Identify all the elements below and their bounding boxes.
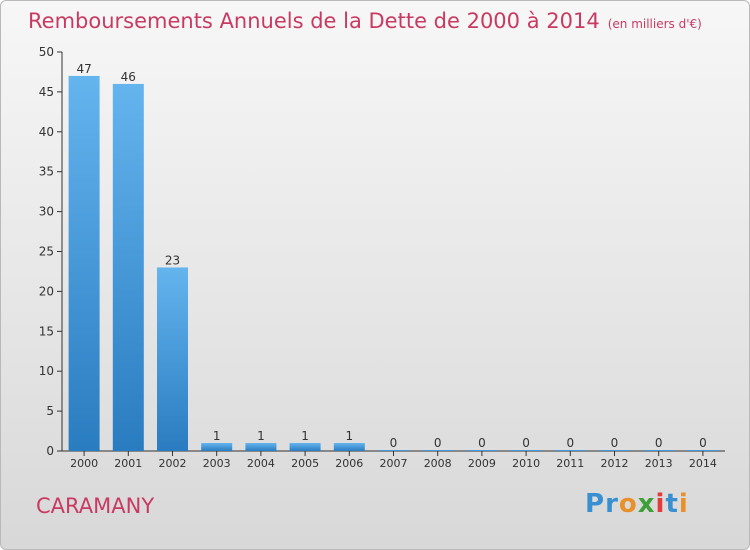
bar bbox=[378, 450, 409, 451]
x-tick-label: 2001 bbox=[114, 457, 142, 470]
x-tick-label: 2003 bbox=[203, 457, 231, 470]
x-tick-label: 2013 bbox=[645, 457, 673, 470]
y-tick-label: 45 bbox=[39, 85, 54, 99]
y-tick-label: 10 bbox=[39, 364, 54, 378]
data-label: 0 bbox=[478, 436, 486, 450]
chart-title-main: Remboursements Annuels de la Dette de 20… bbox=[28, 9, 600, 33]
data-label: 0 bbox=[390, 436, 398, 450]
bar bbox=[112, 83, 144, 452]
data-label: 46 bbox=[121, 70, 136, 84]
y-tick-label: 0 bbox=[46, 444, 54, 458]
data-label: 1 bbox=[257, 429, 265, 443]
data-label: 1 bbox=[301, 429, 309, 443]
data-label: 23 bbox=[165, 253, 180, 267]
x-tick-label: 2000 bbox=[70, 457, 98, 470]
bar bbox=[643, 450, 675, 451]
x-tick-label: 2007 bbox=[380, 457, 408, 470]
x-tick-label: 2006 bbox=[335, 457, 363, 470]
bar bbox=[289, 443, 321, 451]
bar bbox=[201, 443, 233, 451]
chart-unit: (en milliers d'€) bbox=[607, 17, 702, 31]
bar bbox=[333, 443, 365, 451]
logo-letter: i bbox=[678, 489, 689, 519]
logo-letter: x bbox=[637, 489, 656, 519]
proxiti-logo: Proxiti bbox=[585, 489, 689, 519]
data-label: 0 bbox=[611, 436, 619, 450]
y-tick-label: 50 bbox=[39, 45, 54, 59]
commune-name: CARAMANY bbox=[36, 494, 155, 518]
x-tick-label: 2009 bbox=[468, 457, 496, 470]
data-label: 0 bbox=[434, 436, 442, 450]
bar bbox=[466, 450, 498, 451]
data-label: 1 bbox=[345, 429, 353, 443]
data-label: 0 bbox=[566, 436, 574, 450]
data-label: 47 bbox=[76, 62, 91, 76]
x-tick-label: 2002 bbox=[159, 457, 187, 470]
bar bbox=[510, 450, 542, 451]
x-tick-label: 2004 bbox=[247, 457, 275, 470]
bar bbox=[68, 75, 100, 451]
logo-letter: P bbox=[585, 489, 606, 519]
bar bbox=[422, 450, 454, 451]
data-label: 0 bbox=[655, 436, 663, 450]
bar bbox=[687, 450, 719, 451]
y-tick-label: 25 bbox=[39, 245, 54, 259]
x-tick-label: 2010 bbox=[512, 457, 540, 470]
y-tick-label: 15 bbox=[39, 324, 54, 338]
y-tick-label: 35 bbox=[39, 165, 54, 179]
chart-title: Remboursements Annuels de la Dette de 20… bbox=[28, 9, 702, 33]
y-tick-label: 5 bbox=[46, 404, 54, 418]
x-tick-label: 2011 bbox=[556, 457, 584, 470]
bar bbox=[245, 443, 277, 451]
logo-letter: t bbox=[665, 489, 679, 519]
y-tick-label: 20 bbox=[39, 284, 54, 298]
bar bbox=[599, 450, 630, 451]
logo-letter: r bbox=[605, 489, 619, 519]
x-tick-label: 2012 bbox=[601, 457, 629, 470]
bar bbox=[554, 450, 586, 451]
bar bbox=[157, 267, 188, 451]
logo-letter: i bbox=[655, 489, 666, 519]
data-label: 0 bbox=[699, 436, 707, 450]
y-tick-label: 30 bbox=[39, 205, 54, 219]
data-label: 0 bbox=[522, 436, 530, 450]
x-tick-label: 2005 bbox=[291, 457, 319, 470]
x-tick-label: 2014 bbox=[689, 457, 717, 470]
data-label: 1 bbox=[213, 429, 221, 443]
logo-letter: o bbox=[618, 489, 638, 519]
plot-area: 0510152025303540455020004720014620022320… bbox=[39, 45, 725, 470]
y-tick-label: 40 bbox=[39, 125, 54, 139]
x-tick-label: 2008 bbox=[424, 457, 452, 470]
